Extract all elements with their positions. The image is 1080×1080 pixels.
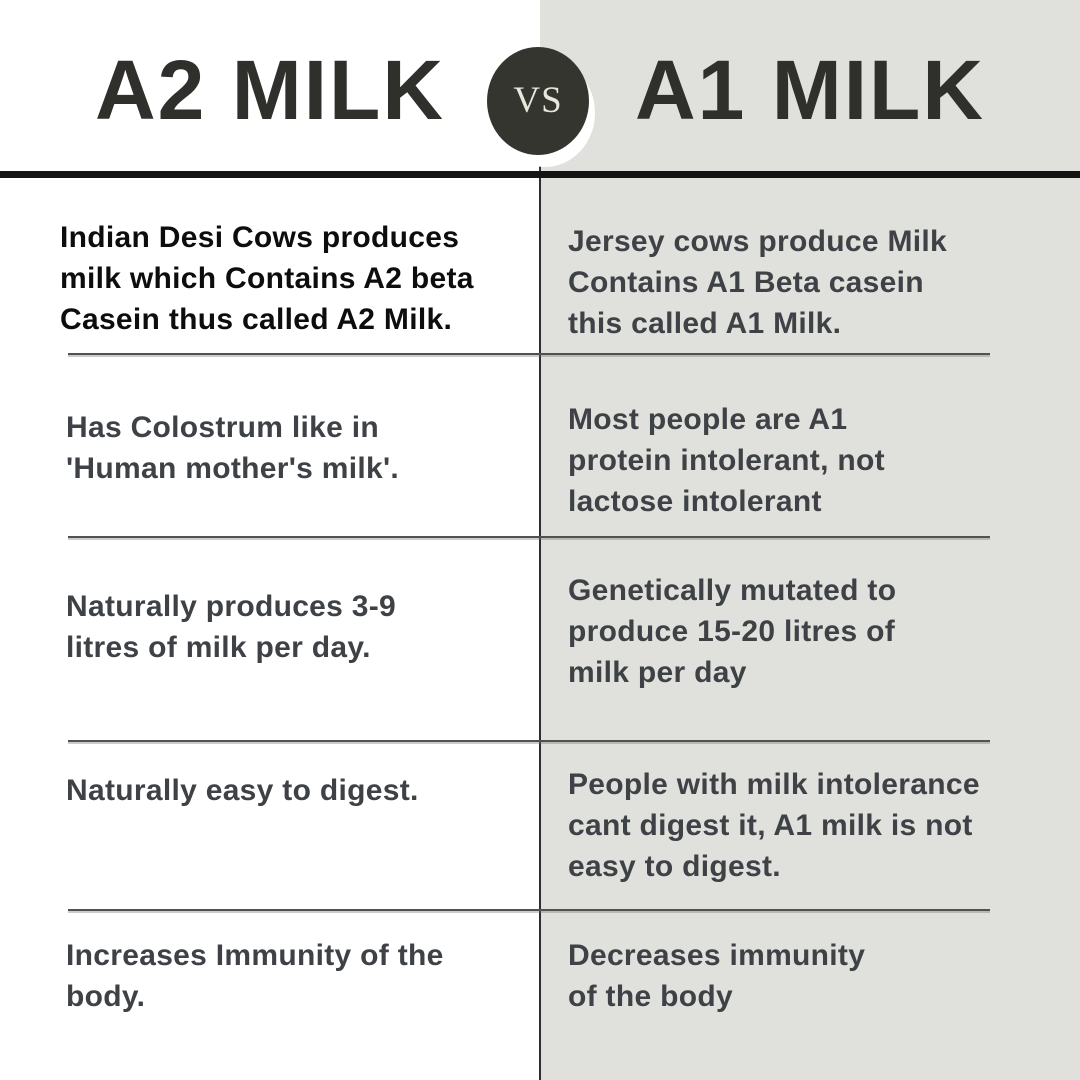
heavy-horizontal-rule [0, 171, 1080, 178]
header-left: A2 MILK [0, 0, 540, 171]
a2-row-2: Has Colostrum like in 'Human mother's mi… [0, 355, 540, 538]
a1-row-3: Genetically mutated to produce 15-20 lit… [540, 538, 1080, 742]
title-a2-milk: A2 MILK [95, 43, 445, 137]
center-divider-line [539, 100, 541, 1080]
vs-badge-label: VS [513, 79, 563, 121]
title-a1-milk: A1 MILK [635, 43, 985, 137]
a2-row-3: Naturally produces 3-9 litres of milk pe… [0, 538, 540, 742]
header-right: A1 MILK [540, 0, 1080, 171]
a1-row-1: Jersey cows produce Milk Contains A1 Bet… [540, 177, 1080, 355]
a2-row-5: Increases Immunity of the body. [66, 939, 444, 1013]
right-panel-background [540, 0, 1080, 1080]
column-a1-milk: Jersey cows produce Milk Contains A1 Bet… [540, 177, 1080, 1080]
a1-row-5: Decreases immunity of the body [568, 939, 866, 1013]
header: A2 MILK A1 MILK [0, 0, 1080, 171]
vs-badge-circle: VS [487, 47, 589, 155]
a2-row-1: Indian Desi Cows produces milk which Con… [0, 177, 540, 355]
column-a2-milk: Indian Desi Cows produces milk which Con… [0, 177, 540, 1080]
a1-row-2: Most people are A1 protein intolerant, n… [540, 355, 1080, 538]
a2-row-4: Naturally easy to digest. [0, 742, 540, 911]
comparison-table: Indian Desi Cows produces milk which Con… [0, 177, 1080, 1080]
a1-row-4: People with milk intolerance cant digest… [540, 742, 1080, 911]
vs-badge: VS [487, 47, 595, 167]
